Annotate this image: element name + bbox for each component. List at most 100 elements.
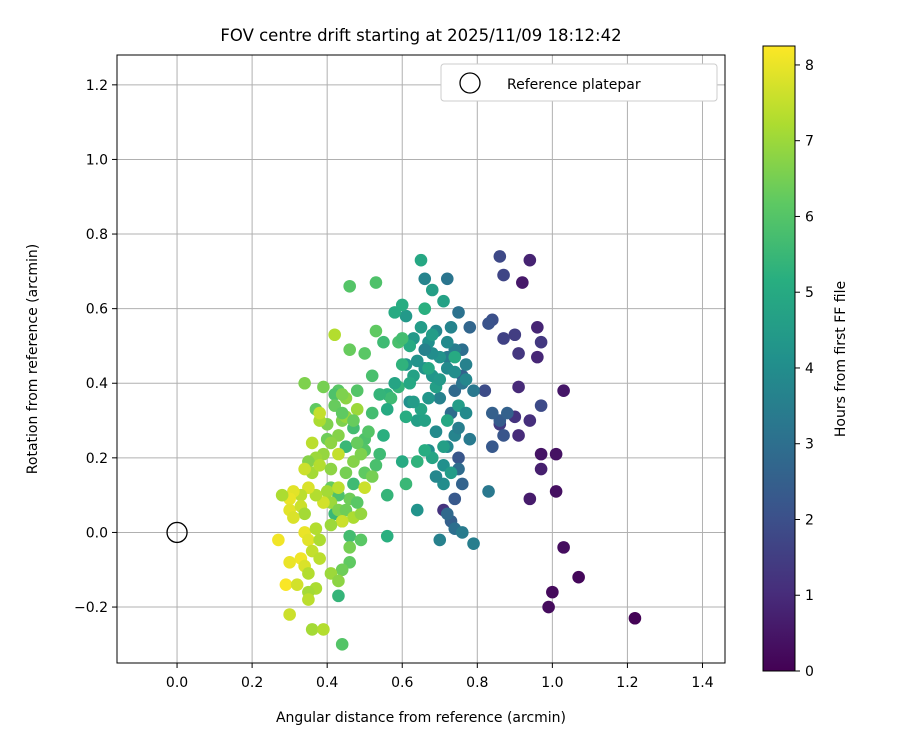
data-point — [459, 358, 473, 371]
x-axis-ticks: 0.0 0.2 0.4 0.6 0.8 1.0 1.2 1.4 — [166, 663, 714, 691]
data-point — [343, 343, 356, 356]
data-point — [418, 302, 432, 315]
data-point — [354, 533, 368, 547]
colorbar-tick-label: 6 — [805, 209, 814, 225]
data-point — [313, 533, 326, 547]
data-point — [287, 511, 300, 524]
data-point — [377, 429, 390, 442]
x-tick-label: 0.2 — [241, 675, 263, 691]
data-point — [425, 328, 439, 342]
data-point — [305, 623, 319, 636]
data-point — [343, 279, 356, 293]
data-point — [508, 328, 522, 342]
data-point — [493, 250, 507, 263]
data-point — [305, 436, 319, 450]
data-point — [350, 496, 364, 509]
data-point — [531, 320, 544, 334]
data-point — [399, 309, 413, 323]
data-point — [354, 447, 368, 461]
data-point — [482, 317, 495, 330]
colorbar-ticks: 0 1 2 3 4 5 6 7 8 — [795, 58, 814, 680]
data-point — [557, 541, 570, 554]
data-point — [534, 462, 548, 476]
data-point — [557, 384, 570, 398]
data-point — [410, 503, 424, 517]
data-point — [407, 395, 420, 409]
data-point — [429, 425, 443, 439]
data-point — [399, 477, 413, 491]
colorbar-label: Hours from first FF file — [833, 281, 849, 437]
data-point — [290, 578, 304, 591]
data-point — [410, 354, 424, 368]
data-point — [369, 324, 383, 338]
data-point — [332, 481, 345, 494]
data-point — [347, 414, 360, 427]
data-point — [309, 522, 323, 536]
data-point — [418, 444, 432, 457]
data-point — [418, 272, 432, 286]
data-point — [516, 276, 529, 289]
data-point — [369, 459, 383, 472]
data-point — [335, 638, 349, 651]
data-point — [358, 481, 372, 494]
data-point — [354, 507, 368, 521]
colorbar-tick-label: 7 — [805, 134, 814, 150]
data-point — [497, 429, 510, 442]
data-point — [478, 384, 492, 398]
data-point — [429, 470, 443, 483]
data-point — [455, 477, 469, 491]
y-tick-label: 0.2 — [86, 451, 108, 467]
plot-frame — [116, 54, 726, 664]
data-point — [380, 488, 394, 502]
data-point — [448, 492, 462, 506]
data-point — [410, 455, 424, 468]
x-tick-label: 0.8 — [466, 675, 488, 691]
data-point — [546, 585, 559, 599]
x-axis-label: Angular distance from reference (arcmin) — [276, 710, 566, 726]
data-point — [459, 373, 473, 386]
data-point — [534, 447, 548, 461]
data-point — [384, 391, 398, 405]
data-point — [335, 388, 349, 401]
y-tick-label: 0.0 — [86, 525, 108, 541]
data-point — [512, 429, 525, 442]
data-point — [369, 276, 383, 289]
data-point — [302, 593, 315, 606]
data-point — [433, 533, 447, 547]
data-point — [324, 518, 338, 532]
data-point — [497, 268, 510, 282]
data-point — [373, 447, 387, 461]
y-tick-label: 1.2 — [86, 78, 108, 94]
data-point — [380, 403, 394, 416]
data-point — [437, 294, 450, 308]
data-point — [365, 369, 379, 383]
data-point — [302, 533, 315, 547]
colorbar-tick-label: 2 — [805, 512, 814, 528]
data-point — [324, 436, 338, 450]
data-point — [399, 410, 413, 424]
data-point — [512, 380, 525, 394]
data-point — [549, 447, 563, 461]
data-point — [440, 335, 454, 349]
data-point — [455, 526, 469, 539]
data-point — [324, 462, 338, 476]
data-point — [373, 388, 387, 401]
x-tick-label: 1.2 — [616, 675, 638, 691]
data-points — [272, 250, 642, 651]
data-point — [395, 455, 409, 468]
data-point — [332, 589, 345, 603]
data-point — [365, 406, 379, 420]
data-point — [486, 406, 499, 420]
y-tick-label: 1.0 — [86, 152, 108, 168]
data-point — [343, 541, 356, 554]
data-point — [335, 514, 349, 528]
x-tick-label: 1.4 — [691, 675, 713, 691]
data-point — [335, 406, 349, 420]
data-point — [335, 563, 349, 577]
legend-marker-icon — [459, 72, 481, 94]
colorbar-tick-label: 1 — [805, 588, 814, 604]
chart-title: FOV centre drift starting at 2025/11/09 … — [220, 26, 621, 45]
data-point — [459, 406, 473, 420]
data-point — [467, 384, 480, 398]
